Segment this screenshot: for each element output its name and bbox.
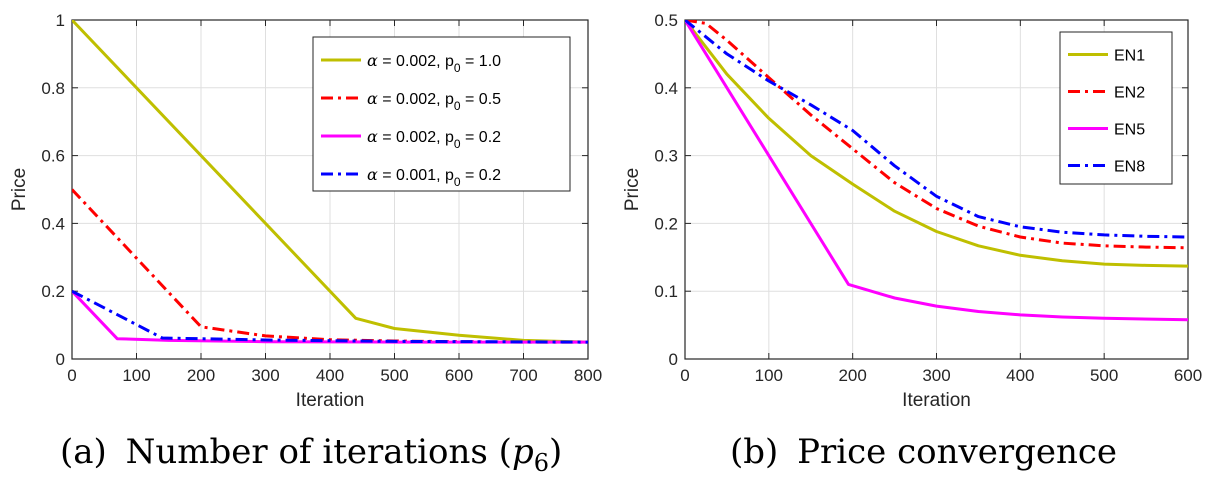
x-tick-label: 0	[67, 366, 76, 385]
x-tick-label: 400	[316, 366, 344, 385]
chart-a: 0 100 200 300 400 500 600 700 800 0 0.2 0.4 0.6 0.8 1 I…	[9, 11, 602, 411]
series-line-1	[685, 20, 1188, 268]
legend-entry-1: EN1	[1114, 48, 1145, 65]
series-line-3	[72, 290, 588, 344]
series-line-3	[685, 20, 1188, 322]
legend-text: = 0.002, p	[378, 129, 454, 146]
y-tick-label: 0.3	[654, 147, 678, 166]
legend-entry-2: EN2	[1114, 85, 1145, 102]
x-tick-label: 600	[1174, 366, 1202, 385]
y-axis-label: Price	[622, 168, 643, 211]
x-tick-label: 500	[380, 366, 408, 385]
caption-b-text: Price convergence	[797, 432, 1117, 472]
legend-alpha: α	[367, 165, 378, 184]
legend-text: = 0.001, p	[378, 167, 454, 184]
caption-b: (b) Price convergence	[730, 432, 1117, 472]
series-line-2	[685, 20, 1188, 250]
y-tick-label: 0	[56, 350, 65, 369]
x-tick-label: 500	[1090, 366, 1118, 385]
y-tick-label: 0.2	[41, 282, 65, 301]
legend-entry-1: α = 0.002, p0 = 1.0	[367, 51, 501, 75]
x-tick-label: 700	[509, 366, 537, 385]
legend-alpha: α	[367, 89, 378, 108]
x-tick-label: 400	[1006, 366, 1034, 385]
x-tick-label: 100	[122, 366, 150, 385]
x-tick-label: 200	[838, 366, 866, 385]
legend-subscript: 0	[454, 61, 461, 75]
x-tick-label: 600	[445, 366, 473, 385]
legend-entry-3: α = 0.002, p0 = 0.2	[367, 127, 501, 151]
caption-a: (a) Number of iterations (p6)	[60, 432, 562, 477]
legend-box	[312, 36, 571, 192]
legend-text: = 0.002, p	[378, 53, 454, 70]
x-tick-label: 300	[251, 366, 279, 385]
caption-a-text: Number of iterations (	[126, 432, 512, 472]
x-tick-label: 200	[187, 366, 215, 385]
x-tick-label: 300	[922, 366, 950, 385]
y-tick-label: 0.6	[41, 147, 65, 166]
y-tick-label: 1	[56, 11, 65, 30]
x-tick-label: 0	[680, 366, 689, 385]
legend-value: = 0.5	[461, 91, 502, 108]
series-line-4	[72, 289, 588, 344]
y-tick-label: 0.2	[654, 214, 678, 233]
chart-b: 0 100 200 300 400 500 600 0 0.1 0.2 0.3 0.4 0.5 Itera…	[622, 11, 1202, 411]
x-axis-label: Iteration	[902, 390, 971, 411]
y-axis-label: Price	[9, 168, 30, 211]
legend-alpha: α	[367, 51, 378, 70]
legend-text: = 0.002, p	[378, 91, 454, 108]
x-axis-label: Iteration	[296, 390, 365, 411]
legend-value: = 0.2	[461, 129, 502, 146]
legend-value: = 1.0	[461, 53, 502, 70]
y-tick-label: 0.1	[654, 282, 678, 301]
legend-entry-4: α = 0.001, p0 = 0.2	[367, 165, 501, 189]
legend-entry-4: EN8	[1114, 159, 1145, 176]
x-tick-label: 100	[755, 366, 783, 385]
y-tick-label: 0.4	[654, 79, 678, 98]
y-tick-label: 0	[669, 350, 678, 369]
y-tick-label: 0.5	[654, 11, 678, 30]
caption-a-label: (a)	[60, 432, 107, 472]
y-tick-label: 0.8	[41, 79, 65, 98]
legend-entry-3: EN5	[1114, 122, 1145, 139]
caption-b-label: (b)	[730, 432, 778, 472]
legend-subscript: 0	[454, 175, 461, 189]
series-line-4	[685, 20, 1188, 239]
legend-entry-2: α = 0.002, p0 = 0.5	[367, 89, 501, 113]
caption-a-sub: 6	[534, 449, 549, 477]
legend-value: = 0.2	[461, 167, 502, 184]
x-tick-label: 800	[574, 366, 602, 385]
legend-box	[1059, 31, 1173, 185]
legend-subscript: 0	[454, 137, 461, 151]
y-tick-label: 0.4	[41, 214, 65, 233]
legend-subscript: 0	[454, 99, 461, 113]
legend-alpha: α	[367, 127, 378, 146]
caption-a-close: )	[549, 432, 562, 472]
caption-a-math: p	[512, 432, 534, 472]
